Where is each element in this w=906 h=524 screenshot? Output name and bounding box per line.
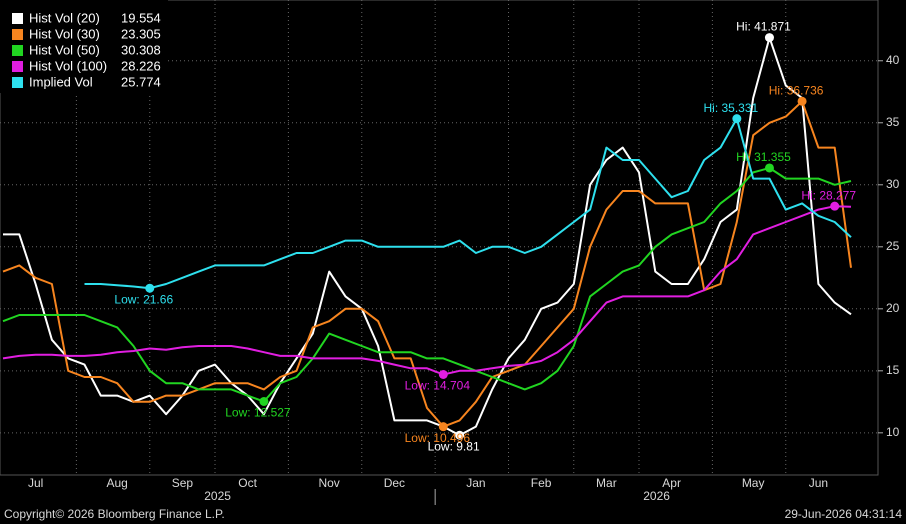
series-line <box>3 36 852 437</box>
extreme-marker <box>438 369 448 379</box>
legend-label: Implied Vol <box>29 74 93 89</box>
y-tick-label: 40 <box>886 53 900 67</box>
extreme-marker <box>797 96 807 106</box>
extreme-marker <box>830 201 840 211</box>
legend-label: Hist Vol (100) <box>29 58 107 73</box>
x-tick-label: Oct <box>238 476 257 490</box>
timestamp: 29-Jun-2026 04:31:14 <box>785 507 903 521</box>
extreme-marker <box>764 163 774 173</box>
extreme-label: Hi: 28.277 <box>801 188 856 202</box>
x-tick-label: Mar <box>596 476 617 490</box>
x-tick-label: Jan <box>466 476 485 490</box>
legend-value: 25.774 <box>121 74 161 89</box>
extreme-marker <box>764 33 774 43</box>
x-tick-label: Nov <box>318 476 339 490</box>
extreme-marker <box>259 396 269 406</box>
series-line <box>2 100 852 428</box>
legend-value: 30.308 <box>121 42 161 57</box>
legend-box <box>0 0 168 93</box>
extreme-label: Hi: 36.736 <box>769 83 824 97</box>
series-line <box>2 167 852 403</box>
x-tick-label: Aug <box>106 476 127 490</box>
legend-value: 19.554 <box>121 10 161 25</box>
extreme-marker <box>732 114 742 124</box>
legend-label: Hist Vol (20) <box>29 10 100 25</box>
extreme-label: Low: 12.527 <box>225 406 291 420</box>
x-tick-label: Apr <box>662 476 681 490</box>
extreme-label: Low: 9.81 <box>428 439 480 453</box>
y-tick-label: 20 <box>886 301 900 315</box>
legend-value: 28.226 <box>121 58 161 73</box>
x-group-label: 2025 <box>204 489 231 503</box>
y-tick-label: 30 <box>886 177 900 191</box>
x-tick-label: Jul <box>28 476 43 490</box>
extreme-label: Low: 14.704 <box>405 379 471 393</box>
x-tick-label: Sep <box>172 476 194 490</box>
extreme-marker <box>455 430 465 440</box>
legend-value: 23.305 <box>121 26 161 41</box>
x-tick-label: May <box>742 476 765 490</box>
x-tick-label: Feb <box>531 476 552 490</box>
series-line <box>2 205 852 376</box>
legend-swatch <box>12 61 23 72</box>
x-tick-label: Jun <box>809 476 828 490</box>
legend-label: Hist Vol (30) <box>29 26 100 41</box>
legend-label: Hist Vol (50) <box>29 42 100 57</box>
y-tick-label: 15 <box>886 363 900 377</box>
extreme-label: Hi: 31.355 <box>736 150 791 164</box>
y-tick-label: 35 <box>886 115 900 129</box>
y-tick-label: 10 <box>886 425 900 439</box>
extreme-label: Hi: 41.871 <box>736 20 791 34</box>
series-line <box>84 117 852 290</box>
legend-swatch <box>12 45 23 56</box>
y-tick-label: 25 <box>886 239 900 253</box>
legend-swatch <box>12 29 23 40</box>
extreme-label: Low: 21.66 <box>114 292 173 306</box>
extreme-marker <box>145 283 155 293</box>
extreme-label: Low: 10.496 <box>405 431 471 445</box>
x-group-label: 2026 <box>643 489 670 503</box>
extreme-marker <box>438 422 448 432</box>
legend-swatch <box>12 13 23 24</box>
x-tick-label: Dec <box>384 476 405 490</box>
legend-swatch <box>12 77 23 88</box>
copyright: Copyright© 2026 Bloomberg Finance L.P. <box>4 507 225 521</box>
extreme-label: Hi: 35.331 <box>703 101 758 115</box>
